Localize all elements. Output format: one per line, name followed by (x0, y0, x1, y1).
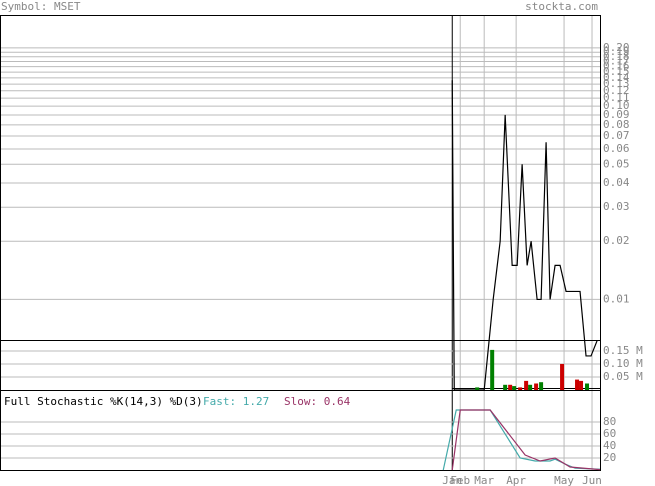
y-tick-label: 0.18 (603, 50, 630, 63)
x-tick-label: Mar (474, 474, 494, 486)
y-tick-label: 0.01 (603, 292, 630, 305)
volume-bar (508, 384, 513, 390)
volume-bar (539, 382, 544, 390)
y-tick-label: 0.17 (603, 55, 630, 68)
grid-layer (0, 15, 600, 470)
y-tick-label: 0.05 (603, 157, 630, 170)
x-tick-label: May (554, 474, 574, 486)
x-tick-label: Jun (582, 474, 602, 486)
frame (0, 15, 601, 471)
y-tick-label: 60 (603, 427, 616, 440)
y-tick-label: 0.14 (603, 71, 630, 84)
y-tick-label: 0.08 (603, 118, 630, 131)
y-tick-label: 0.20 (603, 41, 630, 54)
legend-slow: Slow: 0.64 (284, 395, 351, 408)
line (451, 409, 601, 471)
y-tick-label: 0.04 (603, 176, 630, 189)
y-tick-label: 0.03 (603, 200, 630, 213)
volume-bar (575, 379, 580, 390)
line (451, 80, 598, 391)
volume-bar (512, 386, 517, 390)
y-tick-label: 0.15 (603, 65, 630, 78)
y-tick-label: 0.15 M (603, 344, 643, 357)
y-tick-label: 0.09 (603, 108, 630, 121)
y-tick-label: 80 (603, 415, 616, 428)
y-tick-label: 0.05 M (603, 370, 643, 383)
stoch-title: Full Stochastic %K(14,3) %D(3) (4, 395, 203, 408)
volume-bar (534, 383, 539, 390)
legend-fast: Fast: 1.27 (203, 395, 269, 408)
y-tick-label: 0.19 (603, 45, 630, 58)
volume-bar (475, 387, 480, 390)
y-tick-label: 20 (603, 451, 616, 464)
symbol: Symbol: MSET (1, 0, 81, 13)
y-tick-label: 0.06 (603, 142, 630, 155)
x-tick-label: Jan (442, 474, 462, 486)
site: stockta.com (525, 0, 598, 13)
volume-bar (585, 383, 590, 390)
y-tick-label: 0.10 (603, 99, 630, 112)
volume-bar (524, 380, 529, 390)
y-tick-label: 0.02 (603, 234, 630, 247)
x-tick-label: Feb (450, 474, 470, 486)
y-tick-label: 0.16 (603, 60, 630, 73)
y-tick-label: 0.10 M (603, 357, 643, 370)
volume-bar (503, 384, 508, 390)
volume-bar (528, 384, 533, 390)
y-tick-label: 0.12 (603, 84, 630, 97)
volume-bar (518, 387, 523, 390)
volume-bar (490, 349, 495, 390)
volume-bar (579, 380, 584, 390)
x-tick-label: Apr (506, 474, 526, 486)
y-tick-label: 0.13 (603, 77, 630, 90)
y-tick-label: 0.07 (603, 129, 630, 142)
y-tick-label: 40 (603, 439, 616, 452)
y-tick-label: 0.11 (603, 91, 630, 104)
volume-bar (560, 363, 565, 390)
